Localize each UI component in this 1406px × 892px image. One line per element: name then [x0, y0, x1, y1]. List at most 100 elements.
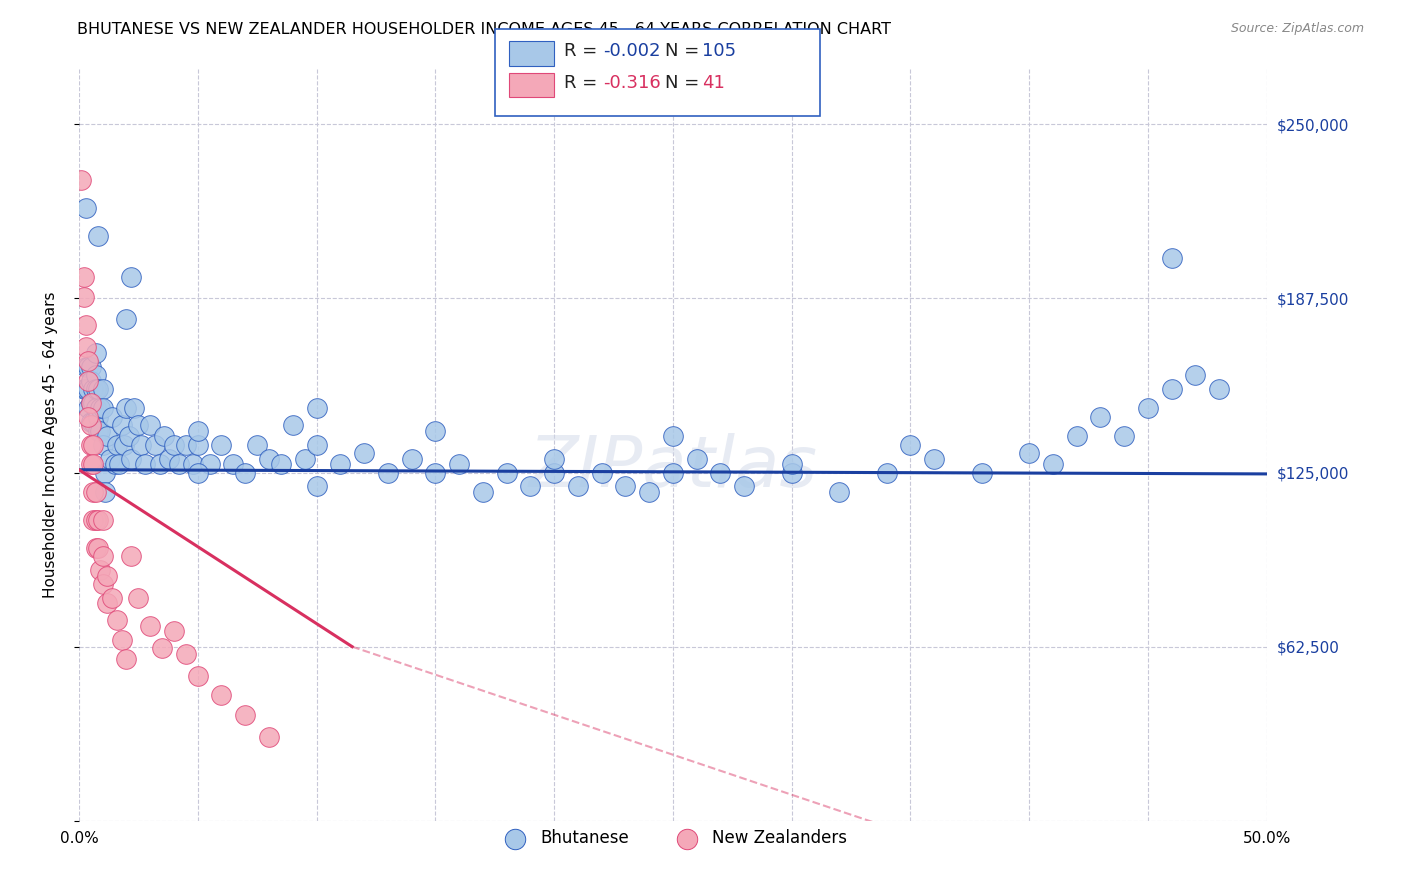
Point: [94, 466, 117, 480]
Y-axis label: Householder Income Ages 45 - 64 years: Householder Income Ages 45 - 64 years: [44, 292, 58, 598]
Point: [80, 416, 103, 430]
Point: [1090, 409, 1112, 424]
Point: [96, 429, 118, 443]
Point: [84, 513, 107, 527]
Text: ZIPatlas: ZIPatlas: [529, 433, 817, 501]
Point: [111, 418, 134, 433]
Point: [103, 457, 125, 471]
Point: [780, 466, 803, 480]
Point: [91, 401, 114, 416]
Point: [89, 401, 111, 416]
Point: [198, 457, 221, 471]
Point: [105, 437, 128, 451]
Point: [876, 466, 898, 480]
Point: [377, 466, 399, 480]
Point: [115, 401, 138, 416]
Point: [591, 466, 613, 480]
Point: [1018, 446, 1040, 460]
Point: [543, 451, 565, 466]
Point: [75, 382, 97, 396]
Point: [129, 437, 152, 451]
Point: [77, 359, 100, 374]
Point: [115, 312, 138, 326]
Point: [471, 485, 494, 500]
Point: [91, 382, 114, 396]
Point: [353, 446, 375, 460]
Point: [257, 451, 280, 466]
Point: [77, 401, 100, 416]
Point: [75, 340, 97, 354]
Point: [257, 730, 280, 744]
Point: [139, 619, 162, 633]
Point: [87, 424, 110, 438]
Point: [181, 457, 204, 471]
Point: [111, 632, 134, 647]
Point: [89, 424, 111, 438]
Point: [153, 429, 176, 443]
Legend: Bhutanese, New Zealanders: Bhutanese, New Zealanders: [492, 822, 853, 854]
Point: [82, 382, 104, 396]
Point: [425, 466, 447, 480]
Point: [425, 424, 447, 438]
Point: [900, 437, 922, 451]
Point: [120, 451, 142, 466]
Point: [91, 513, 114, 527]
Point: [87, 513, 110, 527]
Point: [70, 173, 93, 187]
Point: [174, 437, 197, 451]
Text: BHUTANESE VS NEW ZEALANDER HOUSEHOLDER INCOME AGES 45 - 64 YEARS CORRELATION CHA: BHUTANESE VS NEW ZEALANDER HOUSEHOLDER I…: [77, 22, 891, 37]
Point: [80, 359, 103, 374]
Point: [187, 466, 209, 480]
Text: R =: R =: [564, 74, 603, 92]
Point: [87, 228, 110, 243]
Point: [73, 270, 96, 285]
Point: [91, 577, 114, 591]
Point: [75, 201, 97, 215]
Point: [401, 451, 423, 466]
Point: [281, 418, 304, 433]
Point: [174, 647, 197, 661]
Point: [543, 466, 565, 480]
Point: [305, 437, 328, 451]
Point: [101, 409, 124, 424]
Point: [94, 485, 117, 500]
Point: [139, 418, 162, 433]
Point: [134, 457, 156, 471]
Point: [150, 641, 173, 656]
Point: [246, 437, 269, 451]
Point: [82, 416, 104, 430]
Point: [294, 451, 316, 466]
Point: [709, 466, 731, 480]
Text: 41: 41: [702, 74, 724, 92]
Point: [82, 457, 104, 471]
Point: [1136, 401, 1159, 416]
Point: [105, 613, 128, 627]
Point: [101, 591, 124, 605]
Point: [77, 409, 100, 424]
Point: [77, 382, 100, 396]
Point: [84, 485, 107, 500]
Text: N =: N =: [665, 42, 704, 60]
Point: [87, 541, 110, 555]
Point: [1184, 368, 1206, 382]
Point: [519, 479, 541, 493]
Point: [80, 437, 103, 451]
Point: [1042, 457, 1064, 471]
Point: [77, 354, 100, 368]
Point: [77, 374, 100, 388]
Point: [122, 401, 145, 416]
Point: [80, 457, 103, 471]
Point: [233, 466, 256, 480]
Point: [84, 401, 107, 416]
Point: [82, 437, 104, 451]
Point: [305, 401, 328, 416]
Point: [1160, 382, 1182, 396]
Point: [447, 457, 470, 471]
Text: -0.316: -0.316: [603, 74, 661, 92]
Point: [91, 549, 114, 563]
Point: [638, 485, 661, 500]
Point: [733, 479, 755, 493]
Point: [98, 451, 121, 466]
Text: Source: ZipAtlas.com: Source: ZipAtlas.com: [1230, 22, 1364, 36]
Point: [329, 457, 352, 471]
